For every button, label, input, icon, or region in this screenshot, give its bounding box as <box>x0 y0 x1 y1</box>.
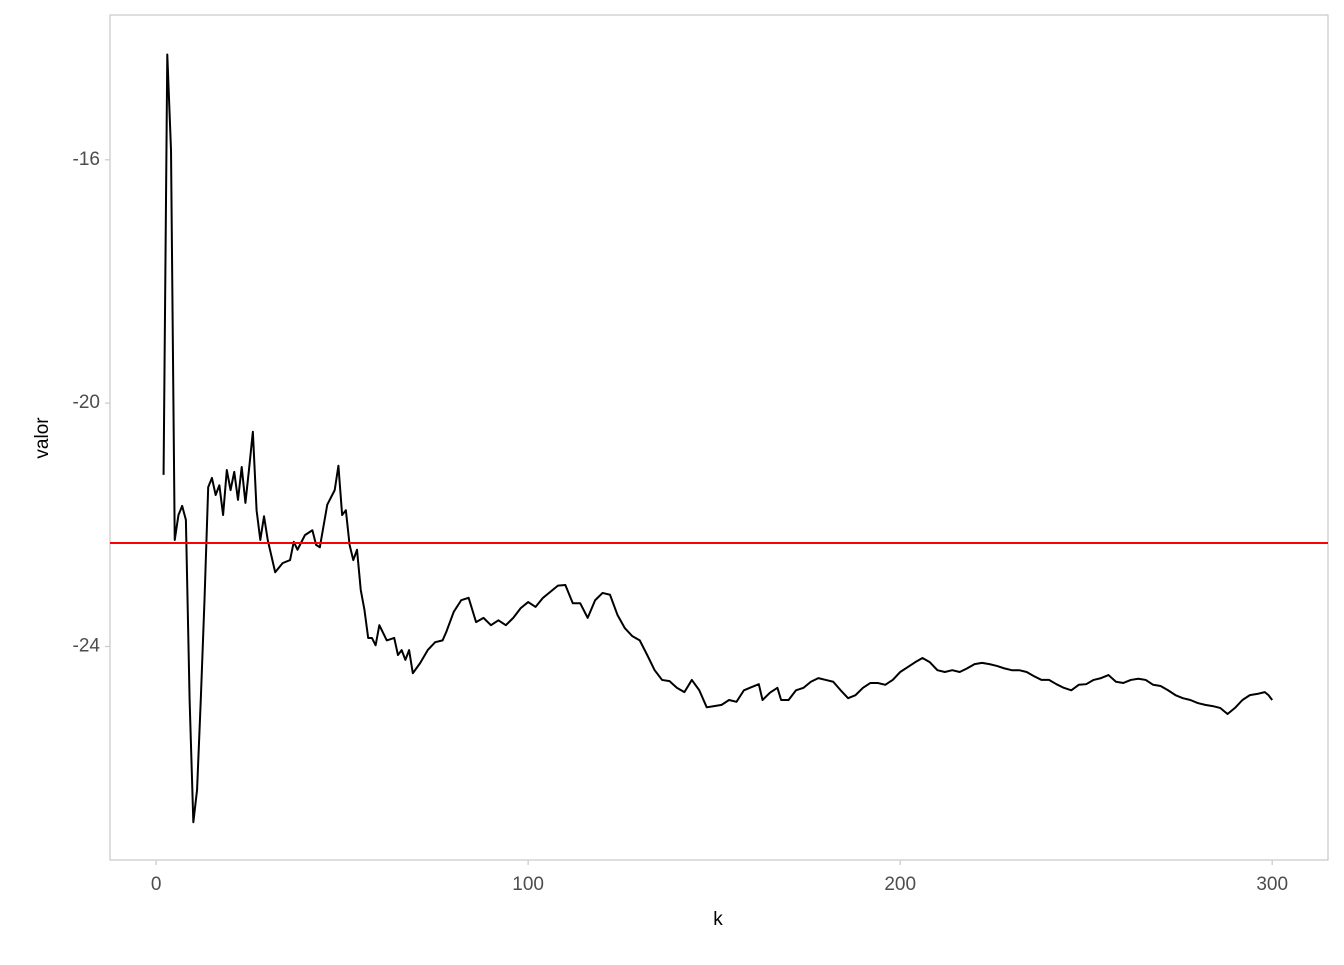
y-tick-label: -20 <box>73 392 100 413</box>
x-tick-label: 0 <box>151 874 162 895</box>
y-tick-label: -24 <box>73 635 101 656</box>
panel-border <box>109 14 1329 861</box>
x-tick-label: 100 <box>512 874 544 895</box>
x-axis-label: k <box>713 909 723 930</box>
x-tick-label: 300 <box>1256 874 1288 895</box>
y-tick-label: -16 <box>73 149 100 170</box>
y-axis-label: valor <box>32 417 53 459</box>
x-tick-label: 200 <box>884 874 916 895</box>
data-line <box>162 53 1273 824</box>
